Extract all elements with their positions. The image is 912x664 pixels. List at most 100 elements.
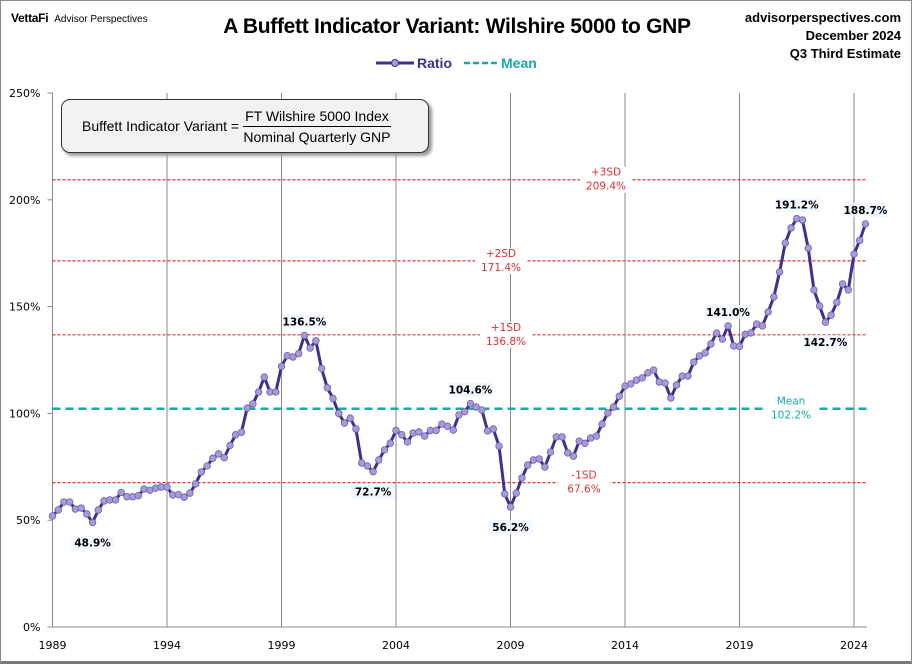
ratio-point xyxy=(380,446,389,454)
ratio-point xyxy=(117,488,125,497)
y-tick-label: 150% xyxy=(9,301,40,314)
x-tick-label: 1989 xyxy=(39,639,67,652)
ratio-point xyxy=(861,220,870,228)
legend: Ratio Mean xyxy=(376,55,537,71)
ratio-point xyxy=(598,420,606,428)
ratio-point xyxy=(627,380,635,388)
x-tick-label: 2024 xyxy=(840,639,868,652)
ratio-point xyxy=(363,462,372,470)
ratio-point xyxy=(472,403,480,411)
ratio-point xyxy=(449,426,457,434)
ratio-point xyxy=(541,463,549,471)
brand-name: VettaFi xyxy=(11,11,49,25)
ratio-point xyxy=(558,433,566,441)
ratio-point xyxy=(535,455,543,463)
ratio-point xyxy=(518,474,526,482)
ratio-point xyxy=(54,506,62,514)
legend-ratio: Ratio xyxy=(376,55,452,71)
ratio-point xyxy=(478,406,486,414)
ratio-point xyxy=(512,489,520,497)
ratio-point xyxy=(609,403,618,411)
ratio-point xyxy=(111,496,120,504)
ratio-point xyxy=(243,404,251,412)
point-label: 188.7% xyxy=(844,205,888,217)
ratio-point xyxy=(300,331,309,340)
ratio-point xyxy=(254,388,263,396)
point-label: 136.5% xyxy=(283,316,327,328)
y-tick-label: 100% xyxy=(9,407,40,420)
ratio-point xyxy=(209,454,217,462)
ratio-point xyxy=(48,512,57,520)
ratio-point xyxy=(88,518,97,527)
ratio-point xyxy=(65,498,74,506)
ratio-point xyxy=(564,449,572,457)
ratio-point xyxy=(856,236,864,245)
ratio-point xyxy=(214,450,223,458)
ratio-point xyxy=(163,483,171,491)
report-date: December 2024 xyxy=(805,28,901,43)
brand-sub: Advisor Perspectives xyxy=(54,14,148,25)
ratio-point xyxy=(277,362,286,371)
ratio-point xyxy=(770,293,778,301)
ratio-point xyxy=(844,286,852,294)
ratio-point xyxy=(415,428,423,436)
ratio-point xyxy=(329,394,337,403)
ratio-point xyxy=(180,493,188,501)
ratio-point xyxy=(312,337,320,345)
brand-logo: VettaFi Advisor Perspectives xyxy=(11,11,148,25)
ratio-point xyxy=(289,353,297,361)
reference-label: +1SD xyxy=(491,322,521,334)
reference-label-bg xyxy=(480,321,532,348)
reference-label: -1SD xyxy=(571,470,596,482)
point-label-bg xyxy=(282,314,327,329)
ratio-point xyxy=(392,426,400,435)
ratio-point xyxy=(810,286,818,294)
chart-title: A Buffett Indicator Variant: Wilshire 50… xyxy=(223,15,691,38)
ratio-point xyxy=(501,490,509,498)
ratio-point xyxy=(695,352,704,360)
reference-label-bg xyxy=(475,247,527,274)
ratio-point xyxy=(781,239,789,247)
x-tick-label: 2014 xyxy=(611,639,639,652)
x-tick-label: 2019 xyxy=(726,639,754,652)
point-label: 104.6% xyxy=(449,385,493,397)
point-label-bg xyxy=(803,335,848,350)
ratio-point xyxy=(667,394,675,402)
ratio-point xyxy=(718,335,727,343)
ratio-point xyxy=(317,364,326,373)
point-label-bg xyxy=(774,197,819,212)
formula-numerator: FT Wilshire 5000 Index xyxy=(243,108,391,127)
reference-value-label: 102.2% xyxy=(771,410,811,422)
ratio-point xyxy=(226,441,234,450)
ratio-point xyxy=(707,340,715,348)
y-tick-label: 200% xyxy=(9,194,40,207)
ratio-point xyxy=(369,468,377,476)
point-label: 142.7% xyxy=(804,337,848,349)
reference-value-label: 171.4% xyxy=(481,262,521,274)
ratio-line xyxy=(51,217,867,525)
ratio-point xyxy=(335,409,343,418)
ratio-point xyxy=(386,439,394,447)
reference-value-label: 67.6% xyxy=(567,484,600,496)
formula-denominator: Nominal Quarterly GNP xyxy=(243,128,391,145)
ratio-point xyxy=(758,322,767,330)
reference-value-label: 209.4% xyxy=(586,181,626,193)
ratio-point xyxy=(672,381,681,389)
ratio-point xyxy=(712,329,721,337)
formula-lhs: Buffett Indicator Variant = xyxy=(82,118,240,134)
ratio-point xyxy=(546,448,555,456)
ratio-point xyxy=(764,308,772,316)
ratio-point xyxy=(615,392,623,401)
ratio-point xyxy=(134,491,143,500)
reference-label-bg xyxy=(580,166,632,193)
ratio-point xyxy=(815,302,824,310)
ratio-point xyxy=(581,439,589,448)
ratio-point xyxy=(237,428,246,436)
ratio-point xyxy=(191,480,200,488)
legend-mean-label: Mean xyxy=(501,55,537,71)
ratio-point xyxy=(352,425,360,433)
ratio-point xyxy=(735,342,744,351)
ratio-point xyxy=(455,411,463,419)
ratio-point xyxy=(684,372,692,380)
